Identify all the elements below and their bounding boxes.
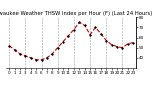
Title: Milwaukee Weather THSW Index per Hour (F) (Last 24 Hours): Milwaukee Weather THSW Index per Hour (F…: [0, 11, 152, 16]
